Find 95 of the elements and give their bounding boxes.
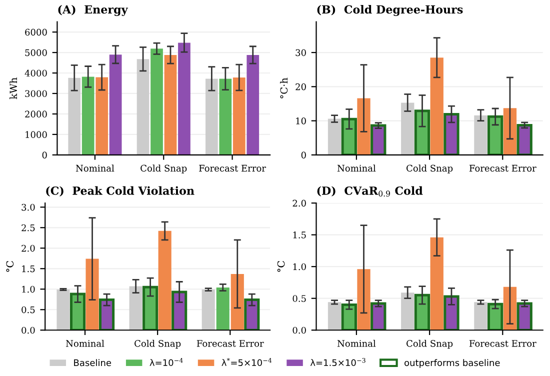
y-axis-title: kWh [10,78,17,100]
y-tick-label: 20 [296,83,306,90]
bar [474,302,488,330]
bar [232,78,246,155]
bar [488,115,504,155]
bar [230,274,244,330]
bar [244,298,260,330]
x-tick-label: Nominal [337,340,376,347]
y-tick-label: 0.5 [292,295,306,302]
bar [129,286,142,330]
y-tick-label: 0.0 [22,326,35,334]
bar [444,295,460,330]
chart-title: (D) CVaR$_{0.9}$ Cold [317,186,423,197]
bar [96,77,108,155]
y-axis-title: °C·h [280,78,288,98]
legend-label: outperforms baseline [404,359,500,368]
bar [109,54,122,155]
chart-title: (C) Peak Cold Violation [46,186,194,196]
y-tick-label: 3.0 [22,204,35,211]
bar [328,302,342,330]
bar [474,115,488,155]
y-tick-label: 1000 [26,131,47,138]
y-tick-label: 4000 [24,70,47,77]
x-tick-label: Forecast Error [196,340,264,347]
bar [414,294,430,330]
y-tick-label: 3000 [25,90,47,98]
bar [219,78,232,155]
bar [430,58,444,155]
bar [150,48,163,155]
x-tick-label: Cold Snap [134,340,181,349]
x-tick-label: Nominal [76,164,114,172]
bar [56,290,70,330]
bar [401,102,414,155]
x-tick-label: Cold Snap [140,164,187,174]
bar [357,98,370,155]
legend-label: λ$^{*}$=5×10$^{−4}$ [222,358,272,366]
bar [503,286,517,330]
bar [357,269,370,330]
legend-label: λ=1.5×10$^{−3}$ [310,358,366,366]
bar [82,76,94,155]
y-tick-label: 10 [296,118,306,124]
bar [341,303,357,330]
bar [516,302,532,330]
bar [158,230,172,330]
bar [401,292,414,330]
y-tick-label: 30 [296,49,306,56]
bar [164,54,177,155]
y-tick-label: 2.0 [22,244,35,252]
x-tick-label: Nominal [66,340,104,347]
bar [202,290,215,330]
x-tick-label: Cold Snap [406,164,453,174]
bar [86,258,99,330]
y-tick-label: 1.5 [293,232,306,238]
y-tick-label: 1.5 [22,265,35,272]
bar [370,124,386,155]
y-tick-label: 2000 [25,110,47,118]
y-tick-label: 6000 [25,28,47,36]
bar [503,108,517,155]
legend-label: λ=10$^{−4}$ [150,358,183,366]
bar [68,78,81,155]
bar [414,110,430,155]
bar [178,42,190,155]
y-tick-label: 1.0 [293,263,306,270]
bar [172,290,188,330]
y-tick-label: 0.5 [22,306,35,314]
bar [246,54,260,155]
bar [516,124,532,155]
bar [430,237,444,330]
bar [206,78,218,155]
legend-label: Baseline [74,359,112,366]
x-tick-label: Forecast Error [469,164,536,172]
bar [142,286,158,330]
y-tick-label: 0 [301,152,306,158]
x-tick-label: Forecast Error [469,340,536,347]
x-tick-label: Cold Snap [406,340,453,349]
y-tick-label: 5000 [25,49,47,56]
bar [444,113,460,155]
bar [488,302,504,330]
y-tick-label: 0.0 [292,326,306,334]
bar [136,59,150,155]
bar [70,292,86,330]
chart-title: (B) Cold Degree-Hours [317,5,463,16]
bar [341,118,357,155]
bar [328,118,342,155]
x-tick-label: Forecast Error [199,164,266,172]
bar [370,302,386,330]
bar [99,298,115,330]
y-axis-title: °C [277,261,285,272]
y-tick-label: 1.0 [22,286,35,293]
y-tick-label: 2.5 [22,224,35,232]
y-axis-title: °C [6,261,14,272]
y-tick-label: 2.0 [292,200,306,207]
chart-title: (A) Energy [58,5,128,16]
y-tick-label: 0 [42,152,47,158]
x-tick-label: Nominal [337,164,376,172]
